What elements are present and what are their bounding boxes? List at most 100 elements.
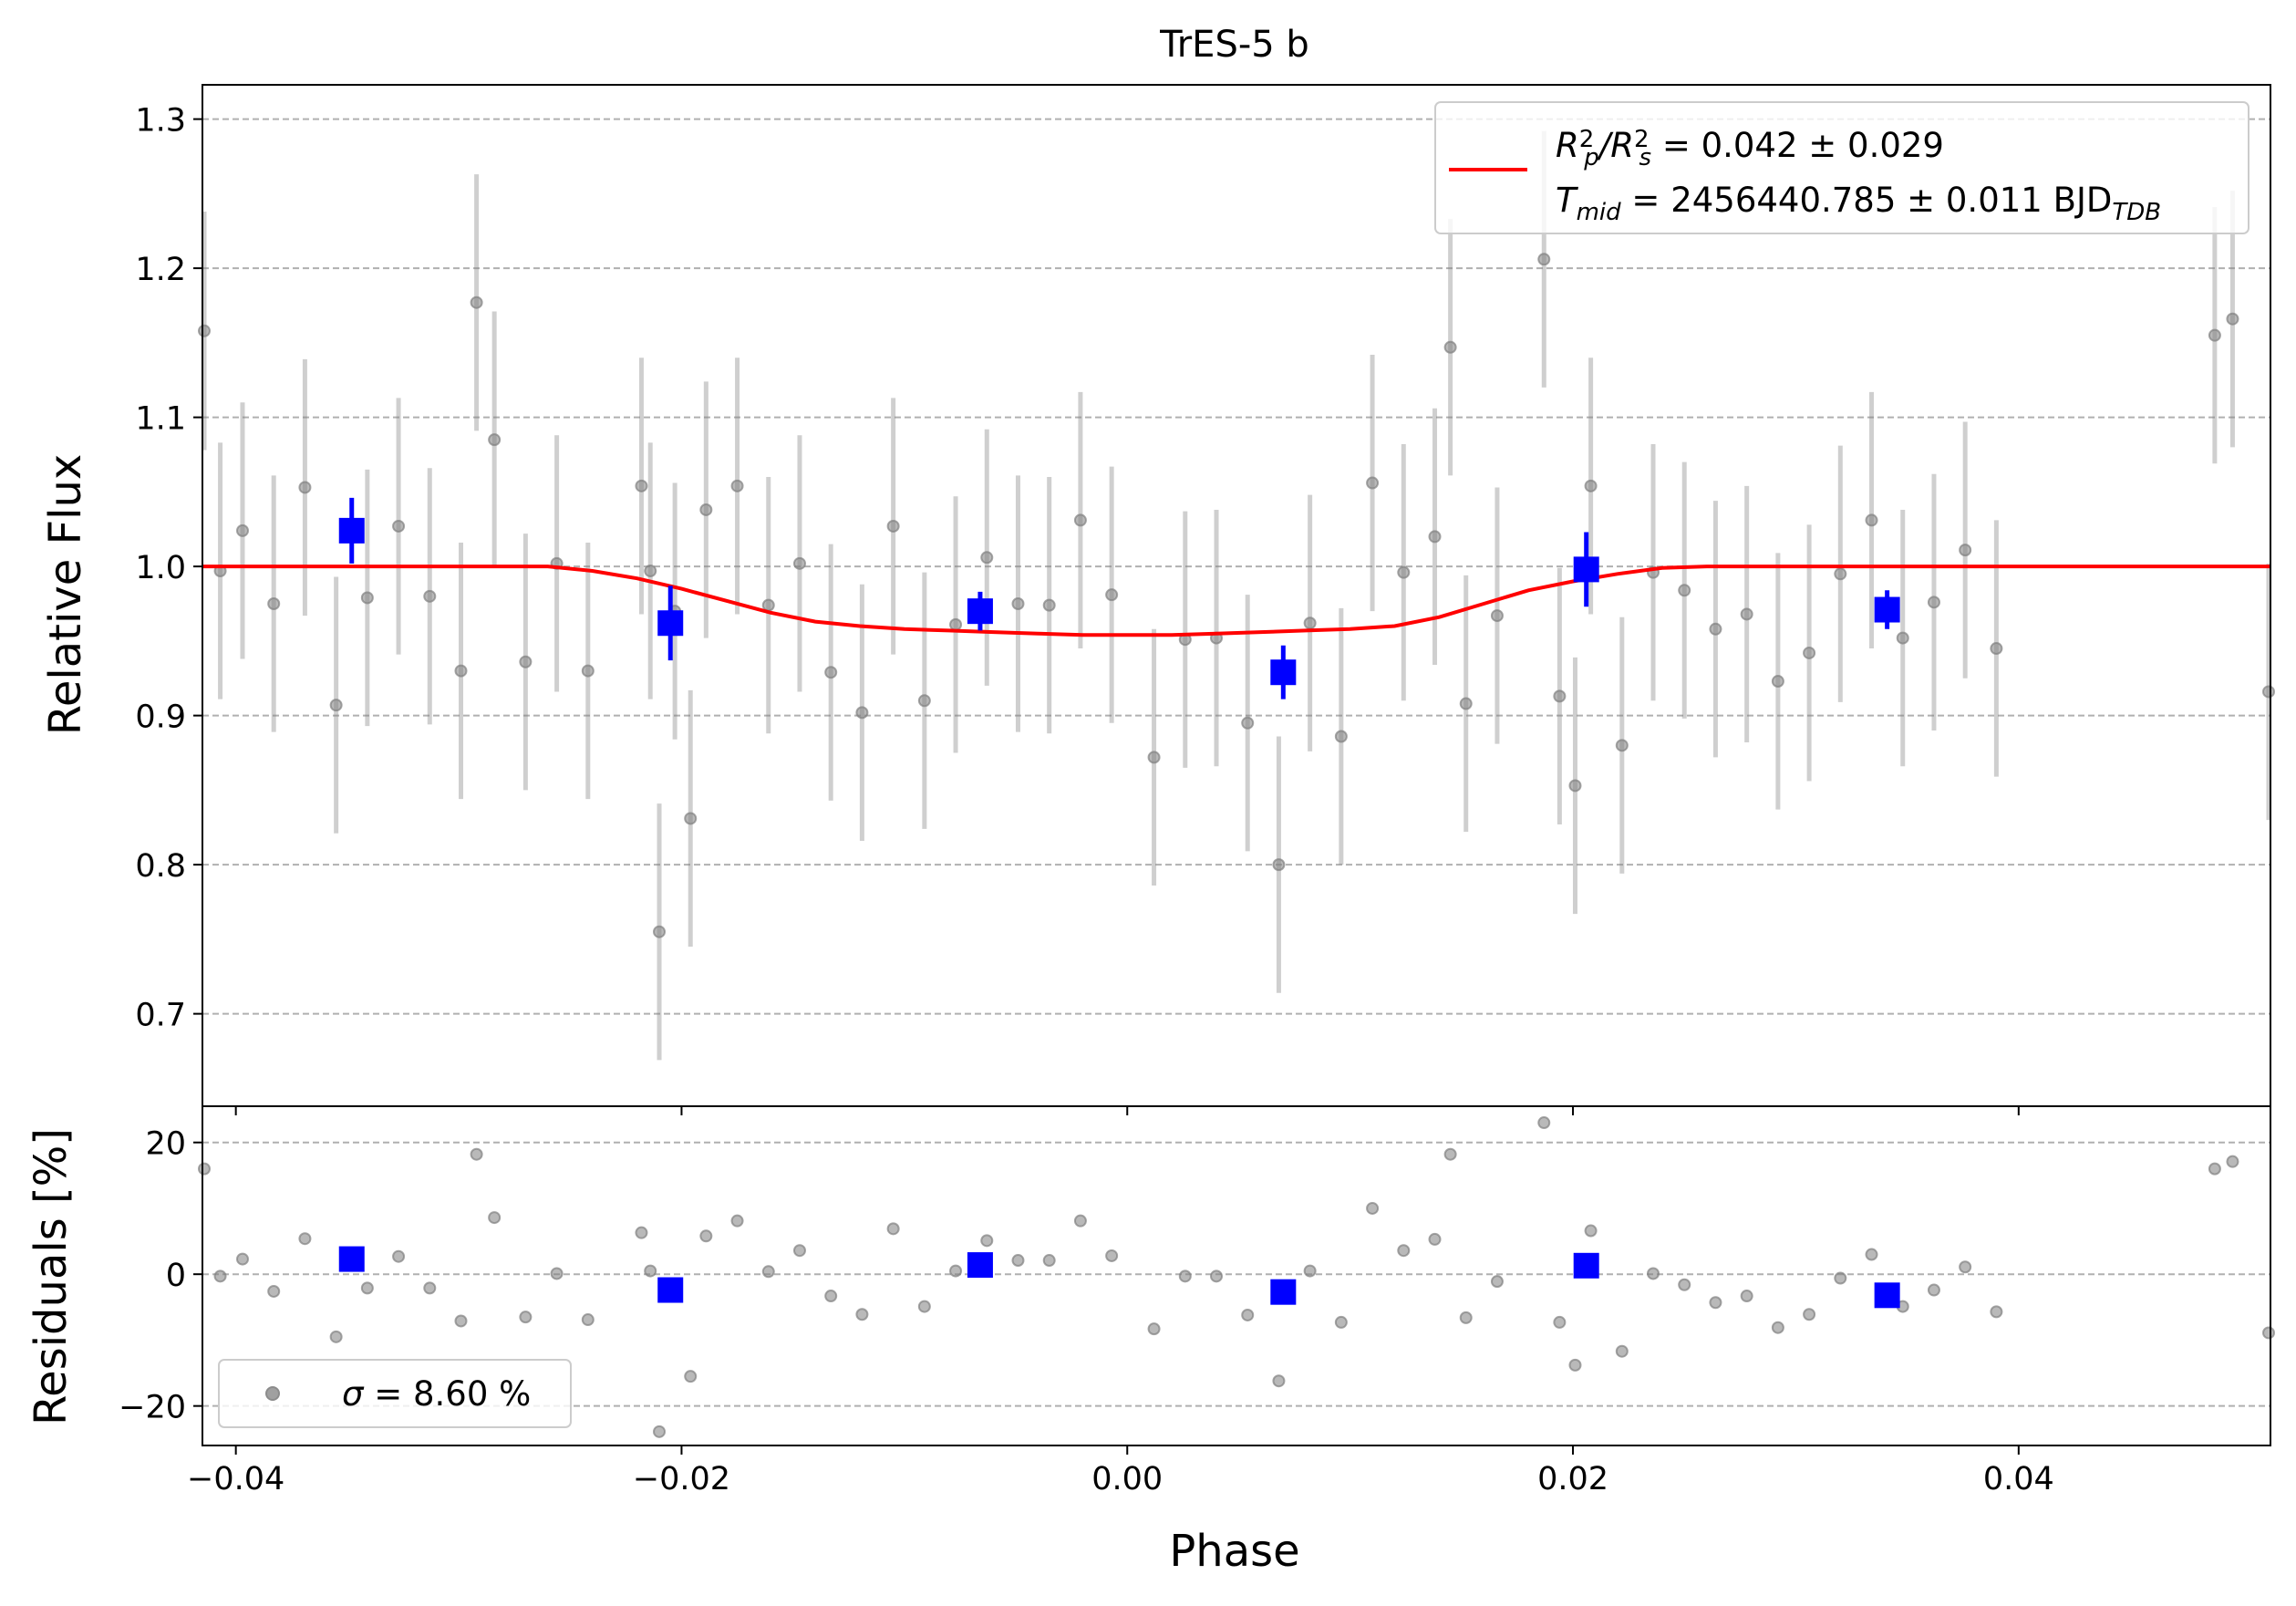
flux-data-point bbox=[1443, 340, 1457, 354]
residual-point bbox=[360, 1281, 374, 1295]
flux-binned-point bbox=[338, 517, 365, 544]
residual-point bbox=[1443, 1147, 1457, 1161]
residual-point bbox=[855, 1308, 869, 1321]
flux-legend-box bbox=[1434, 101, 2249, 234]
flux-data-point bbox=[699, 503, 713, 516]
residual-binned-point bbox=[338, 1246, 365, 1272]
flux-data-point bbox=[1042, 598, 1056, 612]
flux-data-point bbox=[581, 664, 595, 678]
residual-point bbox=[298, 1232, 312, 1246]
residual-point bbox=[886, 1222, 900, 1236]
legend-text-part: / bbox=[1597, 126, 1614, 165]
residual-point bbox=[267, 1284, 281, 1298]
flux-data-point bbox=[2208, 328, 2221, 342]
flux-data-point bbox=[1105, 588, 1119, 602]
flux-data-point bbox=[1834, 567, 1847, 581]
residual-point bbox=[470, 1147, 483, 1161]
flux-data-point bbox=[2262, 685, 2275, 699]
residual-binned-point bbox=[657, 1277, 684, 1303]
legend-text-part: TDB bbox=[2112, 199, 2161, 226]
flux-data-point bbox=[454, 664, 468, 678]
flux-data-point bbox=[2226, 312, 2239, 326]
residual-point bbox=[1990, 1305, 2003, 1319]
flux-data-points bbox=[198, 253, 2275, 938]
residual-point bbox=[2262, 1326, 2275, 1340]
residual-point bbox=[1771, 1321, 1784, 1334]
residuals-y-tick-label: 0 bbox=[166, 1258, 186, 1294]
residual-point bbox=[1303, 1264, 1317, 1278]
flux-data-point bbox=[392, 519, 406, 533]
flux-data-point bbox=[1334, 730, 1348, 743]
flux-y-tick-label: 0.8 bbox=[135, 848, 186, 885]
legend-sigma: σ = 8.60 % bbox=[342, 1374, 531, 1414]
residual-point bbox=[1834, 1271, 1847, 1285]
flux-data-point bbox=[1896, 631, 1909, 645]
residuals-y-ticks: −20 0 20 bbox=[119, 1126, 202, 1426]
flux-data-point bbox=[684, 812, 698, 825]
residual-point bbox=[699, 1229, 713, 1243]
residual-point bbox=[235, 1252, 249, 1266]
residual-point bbox=[1678, 1278, 1691, 1291]
x-axis-label: Phase bbox=[1169, 1526, 1299, 1577]
residuals-x-tick-label: −0.04 bbox=[187, 1461, 284, 1497]
legend-text-part: 2 bbox=[1634, 126, 1650, 153]
residual-point bbox=[1584, 1224, 1598, 1238]
residual-point bbox=[2208, 1162, 2221, 1176]
residual-point bbox=[1568, 1358, 1582, 1372]
flux-data-point bbox=[1678, 584, 1691, 597]
flux-data-point bbox=[653, 925, 667, 938]
flux-data-point bbox=[1927, 596, 1940, 609]
flux-data-point bbox=[1771, 675, 1784, 689]
flux-binned-point bbox=[967, 598, 993, 625]
residual-binned-point bbox=[1874, 1282, 1900, 1309]
flux-data-point bbox=[1490, 609, 1504, 623]
flux-data-point bbox=[329, 699, 343, 712]
residual-point bbox=[1011, 1254, 1025, 1268]
residual-point bbox=[644, 1264, 657, 1278]
residual-point bbox=[213, 1269, 227, 1283]
flux-legend: R2 p/R2 s = 0.042 ± 0.029 Tmid = 2456440.7… bbox=[1434, 101, 2249, 234]
transit-model-line bbox=[202, 565, 2270, 637]
flux-data-point bbox=[792, 556, 806, 570]
flux-data-point bbox=[1740, 607, 1753, 621]
residuals-x-tick-label: −0.02 bbox=[633, 1461, 730, 1497]
flux-data-point bbox=[267, 596, 281, 610]
residual-point bbox=[653, 1425, 667, 1438]
residuals-x-ticks: −0.04 −0.02 0.00 0.02 0.04 bbox=[187, 1445, 2054, 1497]
flux-y-axis-label: Relative Flux bbox=[40, 454, 91, 736]
residual-binned-point bbox=[967, 1252, 993, 1279]
residual-point bbox=[792, 1244, 806, 1258]
legend-mid-time: Tmid = 2456440.785 ± 0.011 BJDTDB bbox=[1556, 181, 2161, 226]
residuals-y-tick-label: −20 bbox=[119, 1390, 186, 1426]
flux-data-point bbox=[1537, 253, 1551, 266]
residual-point bbox=[1647, 1267, 1660, 1280]
flux-binned-point bbox=[1270, 659, 1297, 686]
flux-data-point bbox=[761, 598, 775, 612]
residual-point bbox=[1428, 1232, 1442, 1246]
residual-point bbox=[519, 1311, 533, 1324]
flux-data-point bbox=[855, 706, 869, 720]
flux-y-tick-label: 1.2 bbox=[135, 252, 186, 288]
residual-point bbox=[1105, 1249, 1119, 1262]
residual-point bbox=[1490, 1275, 1504, 1289]
flux-data-point bbox=[1568, 779, 1582, 793]
flux-data-point bbox=[730, 479, 744, 492]
residual-point bbox=[1459, 1311, 1473, 1324]
residual-point bbox=[1334, 1315, 1348, 1329]
flux-binned-point bbox=[657, 610, 684, 637]
flux-data-point bbox=[1303, 616, 1317, 630]
flux-data-point bbox=[235, 523, 249, 537]
residuals-y-tick-label: 20 bbox=[145, 1126, 186, 1163]
residual-point bbox=[1803, 1308, 1816, 1321]
residual-point bbox=[1272, 1374, 1286, 1388]
flux-data-point bbox=[519, 655, 533, 668]
residuals-legend: σ = 8.60 % bbox=[218, 1359, 572, 1428]
residual-point bbox=[1865, 1248, 1878, 1261]
flux-binned-point bbox=[1573, 556, 1599, 583]
flux-data-point bbox=[1709, 622, 1722, 636]
residual-point bbox=[730, 1214, 744, 1228]
residual-binned-point bbox=[1270, 1279, 1297, 1305]
legend-text-part: R bbox=[1610, 126, 1634, 165]
residual-point bbox=[1210, 1269, 1224, 1283]
